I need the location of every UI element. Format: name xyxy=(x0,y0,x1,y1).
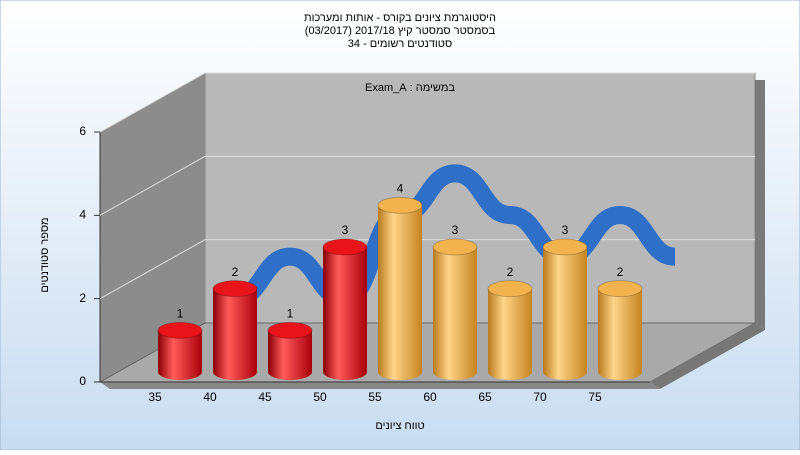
value-label: 2 xyxy=(617,265,624,279)
value-label: 3 xyxy=(342,223,349,237)
value-label: 2 xyxy=(507,265,514,279)
bar xyxy=(488,288,532,380)
x-tick-label: 35 xyxy=(148,390,162,404)
floor-edge xyxy=(100,382,660,389)
y-tick-label: 0 xyxy=(79,374,86,388)
bar xyxy=(378,205,422,380)
bar xyxy=(543,247,587,380)
x-axis-label: טווח ציונים xyxy=(375,420,424,432)
x-tick-label: 45 xyxy=(258,390,272,404)
bar xyxy=(323,247,367,380)
wall-edge xyxy=(755,80,765,330)
value-label: 1 xyxy=(177,307,184,321)
bar xyxy=(268,330,312,380)
bar-top xyxy=(377,196,423,214)
bar-top xyxy=(597,280,643,298)
bar-top xyxy=(212,280,258,298)
bar-top xyxy=(267,321,313,339)
bar xyxy=(213,288,257,380)
grid-line xyxy=(99,155,206,216)
x-tick-label: 50 xyxy=(313,390,327,404)
chart-title: היסטוגרמת ציונים בקורס - אותות ומערכות xyxy=(304,12,496,24)
bar xyxy=(433,247,477,380)
x-tick-label: 60 xyxy=(423,390,437,404)
grid-line xyxy=(99,72,206,133)
chart-subtitle: בסמסטר סמסטר קיץ 2017/18 (03/2017) xyxy=(305,25,496,37)
x-tick-label: 40 xyxy=(203,390,217,404)
bar xyxy=(158,330,202,380)
value-label: 3 xyxy=(562,223,569,237)
x-tick-label: 55 xyxy=(368,390,382,404)
floor-edge xyxy=(650,323,765,389)
x-tick-label: 75 xyxy=(588,390,602,404)
ribbon-line xyxy=(233,164,677,308)
value-label: 2 xyxy=(232,265,239,279)
bar-top xyxy=(432,238,478,256)
bar-top xyxy=(322,238,368,256)
bar-top xyxy=(157,321,203,339)
y-tick-label: 2 xyxy=(79,291,86,305)
y-tick-label: 4 xyxy=(79,208,86,222)
y-axis-label: מספר סטודנטים xyxy=(39,217,51,292)
x-tick-label: 65 xyxy=(478,390,492,404)
value-label: 3 xyxy=(452,223,459,237)
chart-subtitle: סטודנטים רשומים - 34 xyxy=(348,38,452,50)
grid-line xyxy=(99,239,206,300)
bar-top xyxy=(542,238,588,256)
value-label: 1 xyxy=(287,307,294,321)
value-label: 4 xyxy=(397,182,404,196)
x-tick-label: 70 xyxy=(533,390,547,404)
y-tick-label: 6 xyxy=(79,124,86,138)
side-wall xyxy=(100,73,205,382)
annotation: במשימה : Exam_A xyxy=(365,82,455,94)
bar xyxy=(598,288,642,380)
bar-top xyxy=(487,280,533,298)
